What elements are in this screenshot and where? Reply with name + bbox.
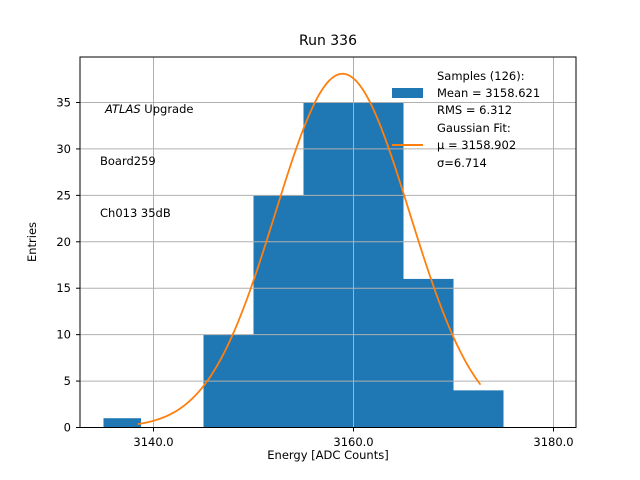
y-tick-label: 30 [56, 142, 71, 156]
legend-handle-empty [392, 67, 423, 84]
legend-handle-line [392, 137, 423, 154]
legend-label-mu: μ = 3158.902 [437, 138, 517, 153]
legend-row-gaussian-header: Gaussian Fit: [392, 119, 540, 136]
legend-label-sigma: σ=6.714 [437, 155, 487, 170]
legend-row-mu: μ = 3158.902 [392, 137, 540, 154]
legend-handle-empty [392, 119, 423, 136]
histogram-bar [103, 418, 141, 428]
legend-handle-empty [392, 102, 423, 119]
annotation-line-board: Board259 [100, 154, 156, 169]
histogram-bar [253, 195, 304, 428]
annotation-block: ATLAS Upgrade Board259 Ch013 35dB [100, 66, 193, 257]
annotation-upgrade-text: Upgrade [140, 101, 194, 116]
y-tick-label: 20 [56, 235, 71, 249]
legend-label-mean: Mean = 3158.621 [437, 86, 541, 101]
histogram-bar [353, 102, 404, 428]
gaussian-fit-curve [137, 72, 481, 425]
legend-row-rms: RMS = 6.312 [392, 102, 540, 119]
legend-label-samples: Samples (126): [437, 68, 525, 83]
y-tick-label: 0 [64, 421, 71, 435]
y-tick-label: 35 [56, 96, 71, 110]
legend-handle-empty [392, 154, 423, 171]
x-tick-label: 3160.0 [333, 435, 373, 449]
annotation-line-channel: Ch013 35dB [100, 206, 171, 221]
y-tick-label: 5 [64, 374, 71, 388]
y-tick-label: 25 [56, 188, 71, 202]
histogram-bar [303, 102, 354, 428]
legend-row-sigma: σ=6.714 [392, 154, 540, 171]
y-tick-label: 15 [56, 281, 71, 295]
legend-row-samples: Samples (126): [392, 67, 540, 84]
histogram-patch-swatch [392, 88, 423, 99]
legend-label-gaussian-fit: Gaussian Fit: [437, 120, 511, 135]
annotation-atlas-italic: ATLAS [105, 101, 141, 116]
x-tick-label: 3180.0 [533, 435, 573, 449]
histogram-bar [403, 278, 454, 428]
legend: Samples (126): Mean = 3158.621 RMS = 6.3… [392, 67, 540, 171]
legend-handle-patch [392, 84, 423, 101]
chart-title: Run 336 [298, 33, 358, 49]
y-tick-label: 10 [56, 328, 71, 342]
legend-row-mean: Mean = 3158.621 [392, 84, 540, 101]
legend-label-rms: RMS = 6.312 [437, 103, 513, 118]
annotation-line-atlas: ATLAS Upgrade [100, 101, 193, 118]
x-axis-label: Energy [ADC Counts] [267, 448, 389, 462]
histogram-bar [453, 390, 504, 428]
y-axis-label: Entries [25, 221, 39, 263]
x-tick-label: 3140.0 [133, 435, 173, 449]
gaussian-line-swatch [392, 144, 423, 147]
